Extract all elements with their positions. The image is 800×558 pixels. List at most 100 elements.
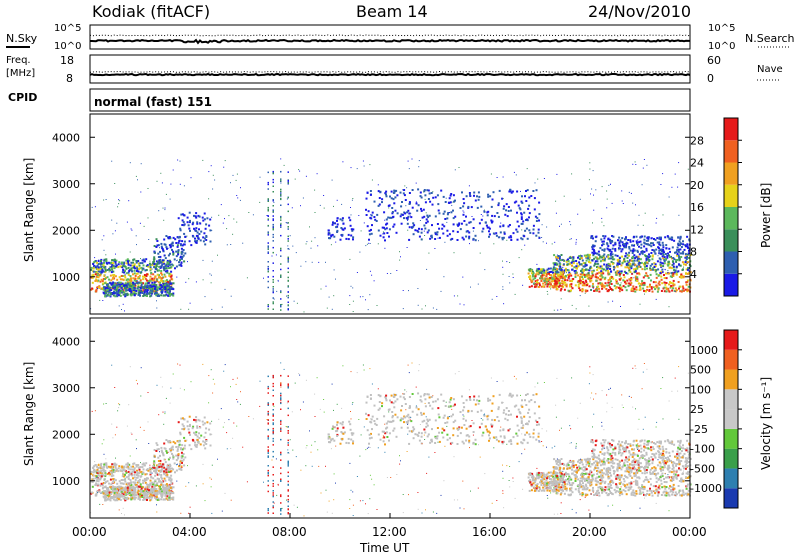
- power-point: [200, 231, 202, 233]
- velocity-point: [522, 424, 524, 426]
- power-point: [682, 261, 684, 263]
- power-point: [646, 265, 648, 267]
- power-point: [109, 271, 110, 272]
- velocity-point: [130, 466, 132, 468]
- power-point: [632, 240, 634, 242]
- power-point: [184, 244, 186, 246]
- colorbar-segment: [724, 163, 738, 185]
- power-point: [636, 240, 638, 242]
- power-point: [580, 276, 582, 278]
- velocity-point: [195, 416, 197, 418]
- power-point: [372, 180, 373, 181]
- power-point: [416, 201, 417, 202]
- power-point: [509, 276, 510, 277]
- power-point: [487, 227, 489, 229]
- power-point: [487, 196, 489, 198]
- power-point: [138, 292, 140, 294]
- power-point: [632, 250, 634, 252]
- power-point: [412, 207, 414, 209]
- power-point: [211, 230, 212, 231]
- power-point: [547, 269, 549, 271]
- power-point: [288, 238, 290, 240]
- power-point: [643, 225, 644, 226]
- power-point: [559, 282, 561, 284]
- velocity-point: [516, 395, 518, 397]
- power-point: [184, 236, 186, 238]
- power-point: [178, 242, 180, 244]
- velocity-point: [371, 437, 373, 439]
- power-point: [571, 173, 572, 174]
- power-point: [540, 269, 542, 271]
- power-point: [576, 268, 578, 270]
- power-point: [268, 234, 270, 236]
- velocity-point: [127, 487, 129, 489]
- power-point: [657, 291, 659, 293]
- power-point: [149, 261, 150, 262]
- velocity-point: [367, 429, 369, 431]
- power-point: [631, 265, 633, 267]
- power-point: [420, 192, 422, 194]
- velocity-point: [367, 396, 369, 398]
- velocity-point: [120, 469, 122, 471]
- velocity-point: [181, 428, 183, 430]
- velocity-point: [120, 482, 122, 484]
- velocity-point: [160, 447, 162, 449]
- power-point: [577, 274, 579, 276]
- power-point: [672, 261, 674, 263]
- power-point: [155, 284, 157, 286]
- power-point: [549, 271, 551, 273]
- freq-label-2: [MHz]: [6, 68, 35, 79]
- power-point: [442, 233, 444, 235]
- power-point: [431, 192, 433, 194]
- power-point: [350, 207, 351, 208]
- power-point: [495, 232, 497, 234]
- power-point: [619, 257, 621, 259]
- velocity-point: [427, 435, 429, 437]
- velocity-point: [385, 395, 387, 397]
- velocity-point: [184, 448, 186, 450]
- power-point: [130, 262, 132, 264]
- velocity-point: [172, 458, 174, 460]
- power-point: [575, 274, 577, 276]
- power-point: [659, 281, 661, 283]
- power-point: [570, 290, 572, 292]
- power-point: [547, 283, 549, 285]
- power-point: [211, 309, 212, 310]
- velocity-point: [493, 395, 495, 397]
- velocity-point: [139, 493, 141, 495]
- power-point: [603, 250, 605, 252]
- power-point: [131, 230, 132, 231]
- power-point: [144, 291, 146, 293]
- ytick-label: 1000: [52, 271, 80, 284]
- power-point: [611, 261, 613, 263]
- power-point: [280, 171, 282, 173]
- power-point: [106, 262, 108, 264]
- velocity-point: [164, 495, 166, 497]
- power-point: [632, 264, 634, 266]
- power-point: [280, 199, 282, 201]
- power-point: [416, 183, 417, 184]
- velocity-point: [488, 434, 490, 436]
- power-point: [124, 310, 125, 311]
- power-point: [432, 191, 433, 192]
- velocity-point: [389, 432, 391, 434]
- power-point: [543, 285, 545, 287]
- power-point: [478, 199, 480, 201]
- power-point: [273, 252, 275, 254]
- power-point: [280, 292, 282, 294]
- power-point: [280, 191, 282, 193]
- power-point: [535, 275, 537, 277]
- power-point: [551, 278, 553, 280]
- velocity-point: [478, 400, 480, 402]
- power-point: [397, 212, 399, 214]
- power-point: [209, 229, 211, 231]
- velocity-point: [95, 494, 97, 496]
- power-point: [367, 244, 368, 245]
- velocity-point: [195, 445, 197, 447]
- power-point: [650, 245, 652, 247]
- power-point: [225, 289, 226, 290]
- power-point: [638, 246, 640, 248]
- power-point: [508, 206, 510, 208]
- velocity-point: [481, 423, 483, 425]
- power-point: [371, 275, 372, 276]
